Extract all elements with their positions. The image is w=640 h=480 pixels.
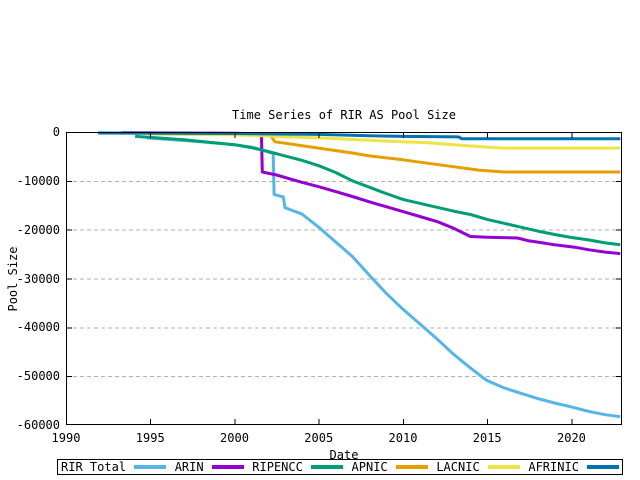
legend-item-ripencc: RIPENCC <box>252 460 343 474</box>
y-tick-label: -10000 <box>16 173 60 188</box>
x-tick-label: 1990 <box>51 431 81 445</box>
legend-item-lacnic: LACNIC <box>436 460 520 474</box>
series-line-afrinic <box>97 131 621 141</box>
legend-label-apnic: APNIC <box>351 460 388 474</box>
y-tick-label: -60000 <box>16 418 60 432</box>
series-line-lacnic <box>148 132 621 150</box>
series-line-ripencc <box>135 134 621 247</box>
legend-label-rir-total: RIR Total <box>61 460 127 474</box>
y-tick-label: -50000 <box>16 369 60 384</box>
y-tick-label: -40000 <box>16 320 60 335</box>
legend-swatch-ripencc <box>310 465 343 469</box>
legend-item-afrinic: AFRINIC <box>528 460 619 474</box>
legend-label-afrinic: AFRINIC <box>528 460 579 474</box>
x-tick-label: 2010 <box>388 431 418 445</box>
legend-label-arin: ARIN <box>174 460 204 474</box>
legend-item-arin: ARIN <box>175 460 244 474</box>
legend-item-rir-total: RIR Total <box>61 460 167 474</box>
legend-swatch-rir-total <box>134 465 167 469</box>
legend-label-lacnic: LACNIC <box>436 460 480 474</box>
series-line-arin <box>121 131 621 256</box>
legend-swatch-arin <box>211 465 244 469</box>
y-tick-label: -30000 <box>16 271 60 286</box>
legend-swatch-apnic <box>395 465 428 469</box>
plot-area <box>66 131 622 425</box>
x-tick-label: 2005 <box>304 431 334 445</box>
x-tick-label: 2020 <box>557 431 586 445</box>
x-tick-label: 2015 <box>472 431 502 445</box>
legend-label-ripencc: RIPENCC <box>252 460 303 474</box>
x-axis-title: Date <box>329 448 359 462</box>
chart-title: Time Series of RIR AS Pool Size <box>232 108 456 122</box>
x-tick-label: 2000 <box>220 431 249 445</box>
legend-swatch-afrinic <box>586 465 619 469</box>
y-tick-label: -20000 <box>16 222 60 237</box>
y-tick-label: 0 <box>52 125 60 139</box>
legend-item-apnic: APNIC <box>352 460 428 474</box>
legend: RIR Total ARIN RIPENCC APNIC LACNIC AFRINIC <box>57 459 623 475</box>
legend-swatch-lacnic <box>487 465 520 469</box>
series-line-rir-total <box>146 136 621 419</box>
series-line-apnic <box>270 136 621 174</box>
x-tick-label: 1995 <box>135 431 165 445</box>
